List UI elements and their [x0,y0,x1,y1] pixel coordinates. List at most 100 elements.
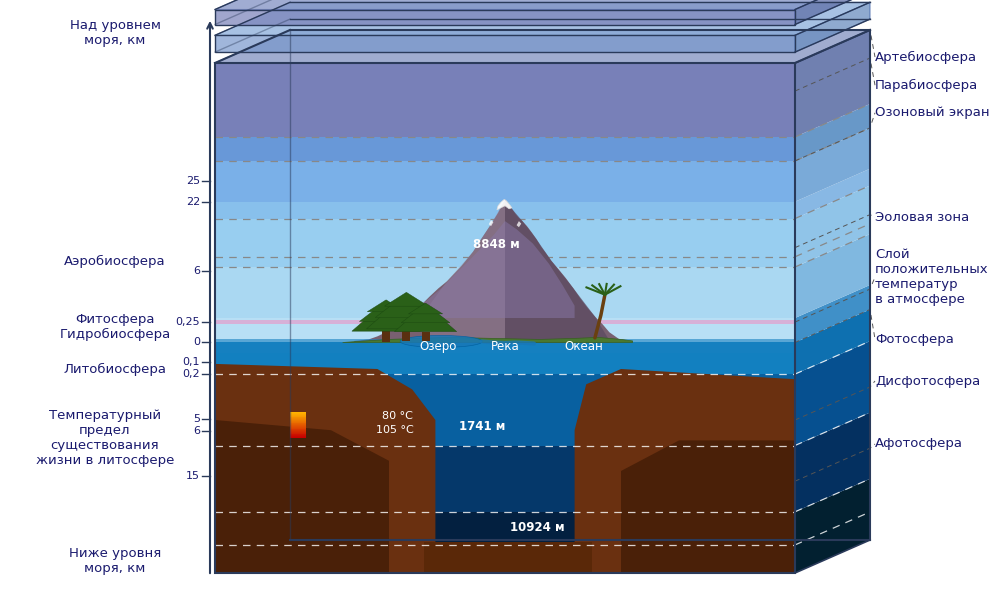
Bar [402,329,410,341]
Bar [290,412,306,413]
Bar [290,415,306,416]
Bar [215,340,795,353]
Text: 25: 25 [186,176,200,187]
Bar [422,332,430,341]
Polygon shape [215,0,870,10]
Text: Эоловая зона: Эоловая зона [875,211,969,224]
Bar [290,429,306,430]
Polygon shape [795,104,870,161]
Polygon shape [795,479,870,573]
Polygon shape [517,221,521,227]
Text: Река: Река [491,340,519,353]
Text: 10924 м: 10924 м [510,521,564,533]
Polygon shape [505,200,609,343]
Bar [215,512,795,573]
Bar [215,63,795,343]
Bar [290,427,306,428]
Bar [290,430,306,431]
Polygon shape [424,542,592,573]
Polygon shape [795,128,870,202]
Bar [290,413,306,415]
Polygon shape [359,301,413,322]
Text: 0,1: 0,1 [182,357,200,367]
Text: 6: 6 [193,426,200,436]
Polygon shape [497,200,512,210]
Polygon shape [795,2,870,52]
Text: Температурный
предел
существования
жизни в литосфере: Температурный предел существования жизни… [36,409,174,467]
Text: Ниже уровня
моря, км: Ниже уровня моря, км [69,547,161,575]
Text: 5: 5 [193,414,200,424]
Bar [290,424,306,425]
Text: Дисфотосфера: Дисфотосфера [875,374,980,388]
Text: Парабиосфера: Парабиосфера [875,79,978,92]
Text: 80 °C: 80 °C [382,411,413,421]
Bar [215,320,795,324]
Bar [290,425,306,427]
Text: 22: 22 [186,197,200,207]
Polygon shape [795,413,870,512]
Text: Литобиосфера: Литобиосфера [64,362,166,376]
Bar [290,420,306,422]
Polygon shape [215,30,870,63]
Bar [290,434,306,436]
Bar [215,202,795,218]
Bar [215,10,795,25]
Bar [215,63,795,573]
Polygon shape [489,220,493,226]
Bar [290,430,306,432]
Polygon shape [215,10,795,25]
Bar [290,434,306,436]
Bar [215,218,795,267]
Bar [290,431,306,433]
Text: 6: 6 [193,266,200,276]
Bar [290,419,306,421]
Text: Аэробиосфера: Аэробиосфера [64,254,166,268]
Bar [290,418,306,419]
Bar [215,318,795,343]
Text: Океан: Океан [564,340,603,353]
Polygon shape [394,305,457,332]
Bar [290,413,306,414]
Polygon shape [215,420,389,573]
Polygon shape [215,35,795,52]
Polygon shape [384,292,428,306]
Polygon shape [343,337,633,343]
Polygon shape [795,0,870,25]
Text: Озоновый экран: Озоновый экран [875,106,990,119]
Bar [290,419,306,420]
Text: 0: 0 [193,337,200,347]
Polygon shape [795,234,870,318]
Bar [215,445,795,512]
Text: Артебиосфера: Артебиосфера [875,50,977,64]
Text: 15: 15 [186,471,200,481]
Text: 8848 м: 8848 м [473,238,520,251]
Text: Фотосфера: Фотосфера [875,332,954,346]
Polygon shape [401,304,450,323]
Polygon shape [367,300,405,312]
Bar [215,267,795,318]
Text: Над уровнем
моря, км: Над уровнем моря, км [70,19,160,47]
Bar [215,137,795,161]
Polygon shape [424,200,505,343]
Polygon shape [575,369,795,573]
Polygon shape [375,293,438,317]
Bar [290,432,306,434]
Bar [215,35,795,52]
Bar [290,433,306,434]
Bar [215,161,795,202]
Text: 105 °C: 105 °C [376,425,414,435]
Bar [290,436,306,437]
Polygon shape [621,440,795,573]
Polygon shape [408,303,443,314]
Polygon shape [795,341,870,445]
Bar [290,436,306,438]
Text: 0,2: 0,2 [182,369,200,379]
Bar [215,374,795,445]
Text: Афотосфера: Афотосфера [875,437,963,451]
Bar [290,422,306,424]
Text: Озеро: Озеро [420,340,457,353]
Polygon shape [795,185,870,267]
Bar [290,426,306,428]
Text: 1741 м: 1741 м [459,419,505,433]
Bar [215,63,795,137]
